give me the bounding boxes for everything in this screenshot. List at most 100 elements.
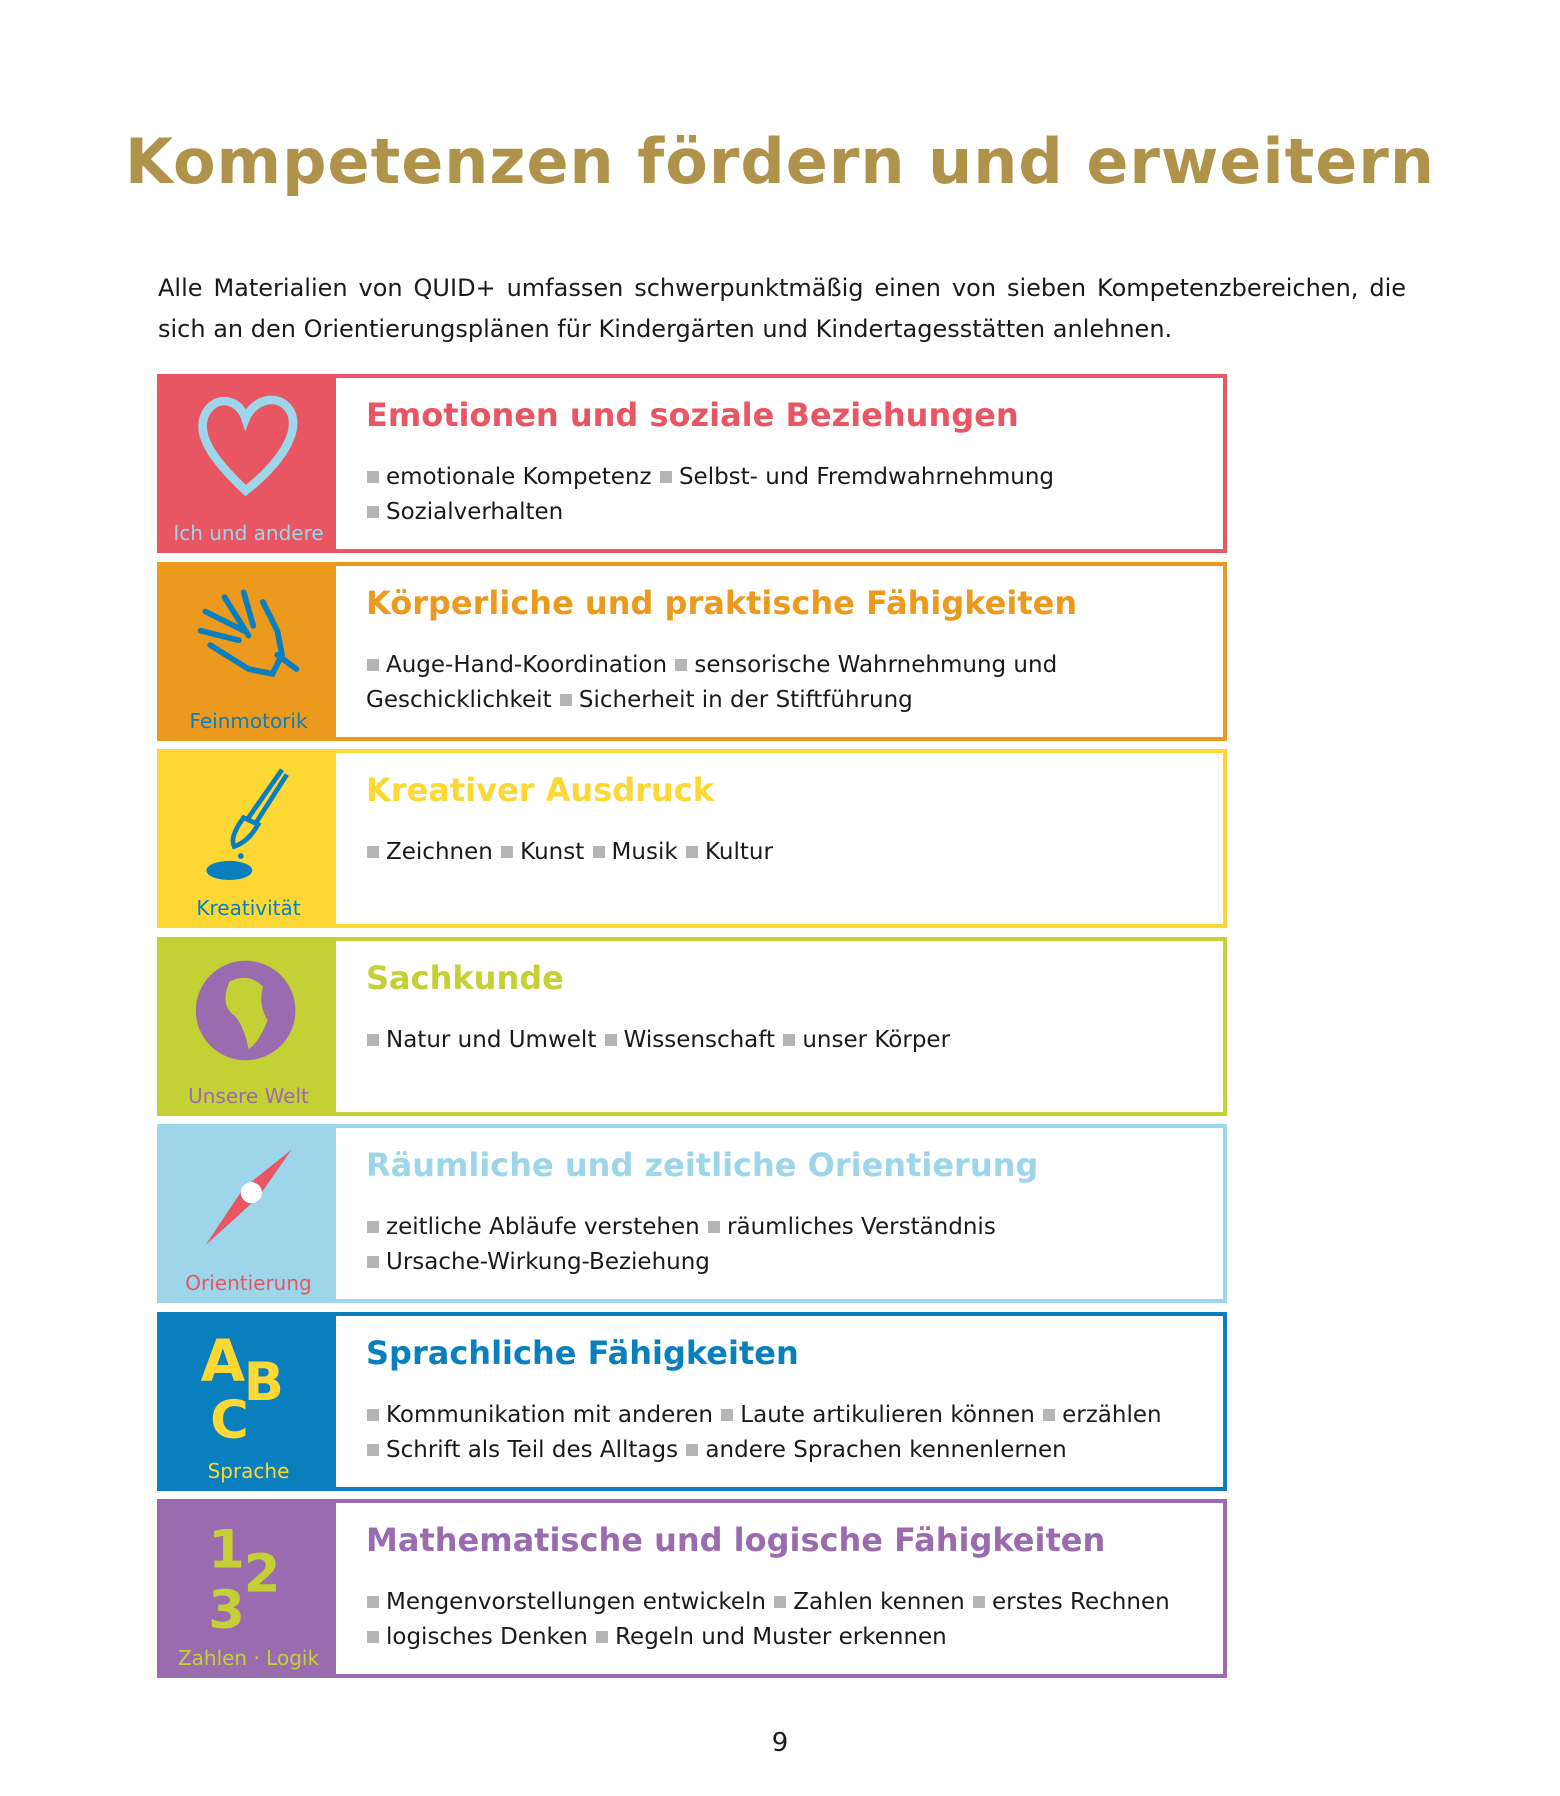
competence-item: sensorische Wahrnehmung und Geschicklich… bbox=[366, 651, 1058, 713]
competence-item: erzählen bbox=[1062, 1401, 1162, 1428]
competence-items: Mengenvorstellungen entwickeln Zahlen ke… bbox=[366, 1585, 1193, 1655]
category-panel: Orientierung bbox=[161, 1128, 336, 1299]
category-label: Feinmotorik bbox=[189, 708, 308, 733]
competence-heading: Emotionen und soziale Beziehungen bbox=[366, 396, 1019, 434]
competence-heading: Mathematische und logische Fähigkeiten bbox=[366, 1521, 1106, 1559]
competence-row: Feinmotorik Körperliche und praktische F… bbox=[157, 561, 1227, 741]
bullet-square-icon bbox=[367, 506, 379, 518]
competence-item: Regeln und Muster erkennen bbox=[615, 1624, 947, 1650]
bullet-square-icon bbox=[367, 1033, 379, 1046]
competence-item: Mengenvorstellungen entwickeln bbox=[386, 1589, 766, 1615]
category-label: Orientierung bbox=[185, 1271, 312, 1295]
competence-item: Schrift als Teil des Alltags bbox=[386, 1436, 679, 1463]
bullet-square-icon bbox=[367, 1631, 379, 1643]
bullet-square-icon bbox=[973, 1596, 985, 1608]
competence-item: Natur und Umwelt bbox=[386, 1026, 597, 1053]
bullet-square-icon bbox=[596, 1631, 609, 1643]
competence-item: räumliches Verständnis bbox=[727, 1214, 996, 1240]
competence-item: Kommunikation mit anderen bbox=[386, 1401, 713, 1428]
competence-item: Sicherheit in der Stiftführung bbox=[578, 686, 913, 713]
competence-heading: Räumliche und zeitliche Orientierung bbox=[366, 1146, 1039, 1184]
competence-row: Kreativität Kreativer Ausdruck Zeichnen … bbox=[157, 749, 1227, 928]
category-panel: Feinmotorik bbox=[161, 565, 336, 737]
competence-item: Kunst bbox=[520, 839, 585, 865]
competence-items: emotionale Kompetenz Selbst- und Fremdwa… bbox=[366, 460, 1193, 530]
category-label: Unsere Welt bbox=[188, 1083, 309, 1108]
svg-text:3: 3 bbox=[208, 1580, 245, 1630]
competence-item: emotionale Kompetenz bbox=[386, 464, 652, 490]
bullet-square-icon bbox=[659, 471, 672, 483]
category-label: Kreativität bbox=[196, 896, 301, 920]
svg-text:B: B bbox=[244, 1351, 284, 1412]
competence-heading: Sprachliche Fähigkeiten bbox=[366, 1333, 799, 1372]
competence-item: Laute artikulieren können bbox=[740, 1401, 1035, 1428]
competence-items: Natur und Umwelt Wissenschaft unser Körp… bbox=[366, 1023, 1193, 1058]
bullet-square-icon bbox=[367, 1596, 379, 1608]
competence-heading: Kreativer Ausdruck bbox=[366, 771, 714, 809]
competence-item: erstes Rechnen bbox=[992, 1589, 1170, 1615]
category-panel: Ich und andere bbox=[161, 378, 336, 549]
svg-text:A: A bbox=[201, 1328, 246, 1395]
bullet-square-icon bbox=[367, 1443, 379, 1456]
bullet-square-icon bbox=[685, 846, 698, 858]
competence-item: Auge-Hand-Koordination bbox=[386, 651, 668, 678]
paintbrush-icon bbox=[206, 768, 289, 880]
competence-item: zeitliche Abläufe verstehen bbox=[386, 1214, 700, 1240]
competence-items: zeitliche Abläufe verstehen räumliches V… bbox=[366, 1210, 1193, 1280]
svg-text:2: 2 bbox=[244, 1544, 281, 1605]
bullet-square-icon bbox=[686, 1443, 699, 1456]
heart-icon bbox=[198, 395, 298, 497]
competence-item: Musik bbox=[611, 839, 678, 865]
bullet-square-icon bbox=[367, 1408, 379, 1421]
competence-items: Auge-Hand-Koordination sensorische Wahrn… bbox=[366, 648, 1193, 718]
competence-item: andere Sprachen kennenlernen bbox=[705, 1436, 1067, 1463]
category-panel: Kreativität bbox=[161, 753, 336, 924]
competence-row: Ich und andere Emotionen und soziale Bez… bbox=[157, 374, 1227, 553]
globe-icon bbox=[195, 960, 296, 1060]
competence-item: unser Körper bbox=[802, 1026, 951, 1053]
page-title: Kompetenzen fördern und erweitern bbox=[125, 125, 1435, 198]
page-number: 9 bbox=[771, 1728, 789, 1758]
competence-item: Selbst- und Fremdwahrnehmung bbox=[678, 464, 1055, 490]
competence-items: Zeichnen Kunst Musik Kultur bbox=[366, 835, 1193, 870]
bullet-square-icon bbox=[367, 1256, 379, 1268]
competence-heading: Körperliche und praktische Fähigkeiten bbox=[366, 583, 1078, 622]
intro-text: Alle Materialien von QUID+ umfassen schw… bbox=[158, 274, 1406, 343]
category-panel: Unsere Welt bbox=[161, 940, 336, 1112]
competence-item: Sozialverhalten bbox=[386, 499, 564, 525]
bullet-square-icon bbox=[783, 1033, 796, 1046]
bullet-square-icon bbox=[1043, 1408, 1056, 1421]
bullet-square-icon bbox=[774, 1596, 787, 1608]
bullet-square-icon bbox=[675, 658, 688, 671]
bullet-square-icon bbox=[604, 1033, 617, 1046]
svg-text:1: 1 bbox=[208, 1520, 245, 1581]
category-label: Sprache bbox=[207, 1458, 290, 1483]
competence-item: Kultur bbox=[704, 839, 773, 865]
competence-item: Zeichnen bbox=[386, 839, 493, 865]
category-label: Zahlen · Logik bbox=[177, 1646, 320, 1670]
competence-item: logisches Denken bbox=[386, 1624, 588, 1650]
bullet-square-icon bbox=[708, 1221, 721, 1233]
bullet-square-icon bbox=[367, 1221, 379, 1233]
numbers-icon: 123 bbox=[208, 1520, 281, 1630]
competence-row: Unsere Welt Sachkunde Natur und Umwelt W… bbox=[157, 936, 1227, 1116]
competence-row: Orientierung Räumliche und zeitliche Ori… bbox=[157, 1124, 1227, 1303]
bullet-square-icon bbox=[559, 693, 572, 706]
bullet-square-icon bbox=[592, 846, 605, 858]
competence-item: Ursache-Wirkung-Beziehung bbox=[386, 1249, 710, 1275]
bullet-square-icon bbox=[721, 1408, 734, 1421]
svg-text:C: C bbox=[210, 1390, 249, 1443]
category-label: Ich und andere bbox=[173, 521, 324, 545]
competence-items: Kommunikation mit anderen Laute artikuli… bbox=[366, 1398, 1193, 1468]
hand-icon bbox=[197, 589, 300, 677]
compass-icon bbox=[205, 1149, 292, 1246]
bullet-square-icon bbox=[367, 846, 379, 858]
abc-icon: ABC bbox=[201, 1328, 284, 1443]
bullet-square-icon bbox=[367, 471, 379, 483]
competence-item: Zahlen kennen bbox=[793, 1589, 965, 1615]
competence-item: Wissenschaft bbox=[623, 1026, 775, 1053]
